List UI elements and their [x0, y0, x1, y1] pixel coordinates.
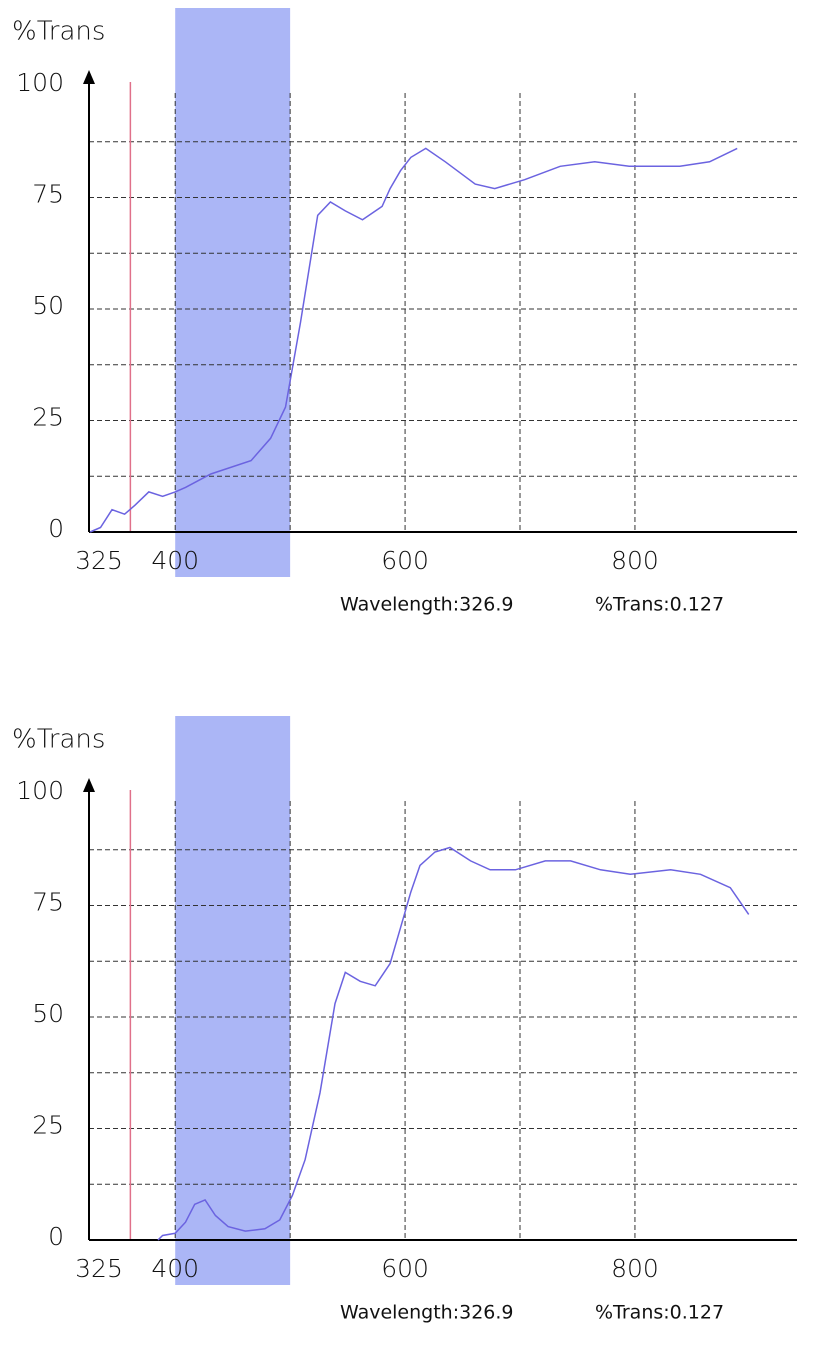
highlight-band: [175, 8, 291, 577]
axis-arrow: [83, 70, 95, 84]
x-tick-label: 325: [75, 1254, 123, 1283]
spectrum-line: [157, 846, 750, 1241]
y-tick-label: 100: [16, 776, 64, 805]
y-tick-label: 100: [16, 68, 64, 97]
x-tick-label: 800: [611, 1254, 659, 1283]
x-tick-label: 400: [151, 1254, 199, 1283]
y-tick-label: 75: [32, 180, 64, 209]
readout-trans: %Trans:0.127: [595, 594, 724, 616]
y-tick-label: 50: [32, 291, 64, 320]
spectrum-line: [89, 147, 738, 533]
axis-arrow: [83, 778, 95, 792]
y-axis-label: %Trans: [12, 725, 105, 755]
x-tick-label: 600: [381, 546, 429, 575]
x-tick-label: 325: [75, 546, 123, 575]
y-tick-label: 75: [32, 888, 64, 917]
x-tick-label: 800: [611, 546, 659, 575]
y-tick-label: 25: [32, 1111, 64, 1140]
readout-trans: %Trans:0.127: [595, 1302, 724, 1324]
readout-wavelength: Wavelength:326.9: [340, 1302, 514, 1324]
readout-wavelength: Wavelength:326.9: [340, 594, 514, 616]
y-axis-label: %Trans: [12, 17, 105, 47]
y-tick-label: 25: [32, 403, 64, 432]
y-tick-label: 0: [48, 514, 64, 543]
highlight-band: [175, 716, 291, 1285]
x-tick-label: 600: [381, 1254, 429, 1283]
x-tick-label: 400: [151, 546, 199, 575]
y-tick-label: 0: [48, 1222, 64, 1251]
y-tick-label: 50: [32, 999, 64, 1028]
